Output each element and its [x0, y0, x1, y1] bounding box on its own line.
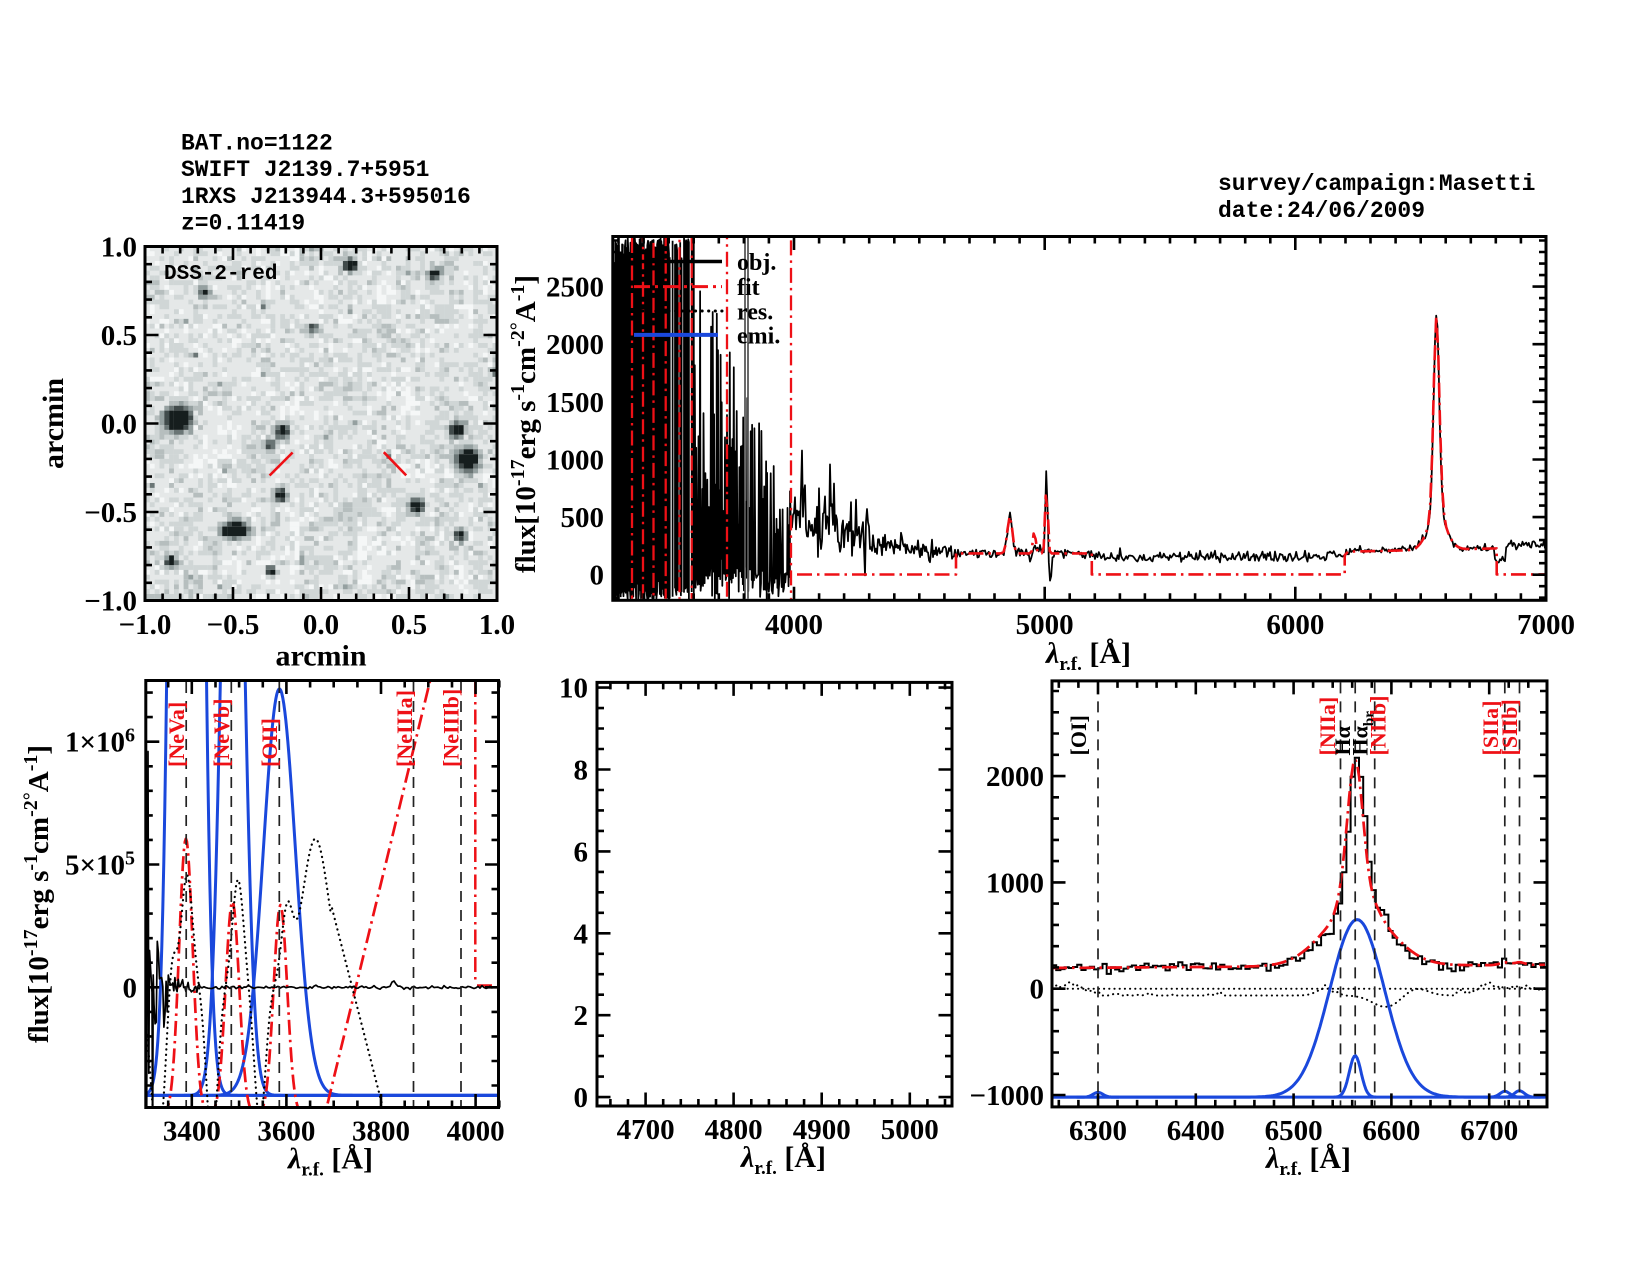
svg-text:6000: 6000 [1266, 609, 1324, 641]
svg-text:fit: fit [737, 275, 760, 301]
svg-text:4000: 4000 [765, 609, 823, 641]
svg-text:0: 0 [123, 972, 138, 1004]
svg-text:λr.f. [Å]: λr.f. [Å] [739, 1141, 826, 1179]
svg-text:4700: 4700 [617, 1114, 675, 1146]
svg-text:5000: 5000 [881, 1114, 939, 1146]
svg-text:6: 6 [574, 836, 589, 868]
svg-text:0: 0 [590, 560, 605, 592]
svg-text:8: 8 [574, 755, 589, 787]
svg-text:DSS-2-red: DSS-2-red [164, 263, 277, 286]
svg-text:4000: 4000 [447, 1116, 505, 1148]
svg-text:500: 500 [561, 502, 605, 534]
svg-text:0.0: 0.0 [101, 409, 137, 441]
svg-text:survey/campaign:Masetti: survey/campaign:Masetti [1218, 171, 1535, 197]
svg-text:2: 2 [574, 1000, 589, 1032]
svg-text:−0.5: −0.5 [84, 497, 137, 529]
svg-text:1000: 1000 [546, 444, 604, 476]
svg-text:2500: 2500 [546, 272, 604, 304]
svg-text:3800: 3800 [352, 1116, 410, 1148]
svg-text:1000: 1000 [986, 867, 1044, 899]
svg-text:2000: 2000 [986, 761, 1044, 793]
svg-text:emi.: emi. [737, 324, 780, 350]
svg-text:[NIIb]: [NIIb] [1366, 696, 1391, 756]
svg-text:[NeIIIb]: [NeIIIb] [439, 689, 464, 767]
svg-text:7000: 7000 [1517, 609, 1575, 641]
svg-text:4800: 4800 [705, 1114, 763, 1146]
svg-text:flux[10-17erg s-1cm-2°A-1]: flux[10-17erg s-1cm-2°A-1] [507, 275, 542, 573]
svg-text:6700: 6700 [1460, 1115, 1518, 1147]
svg-text:6600: 6600 [1362, 1115, 1420, 1147]
svg-text:0: 0 [1030, 974, 1045, 1006]
svg-text:1500: 1500 [546, 387, 604, 419]
svg-text:−1.0: −1.0 [84, 586, 137, 618]
svg-text:[SIIb]: [SIIb] [1497, 699, 1522, 755]
svg-text:λr.f. [Å]: λr.f. [Å] [1044, 637, 1131, 675]
svg-text:z=0.11419: z=0.11419 [181, 211, 305, 237]
svg-text:λr.f. [Å]: λr.f. [Å] [1264, 1142, 1351, 1180]
svg-text:flux[10-17erg s-1cm-2°A-1]: flux[10-17erg s-1cm-2°A-1] [20, 745, 55, 1043]
svg-text:2000: 2000 [546, 329, 604, 361]
svg-text:res.: res. [737, 300, 773, 326]
svg-text:λr.f. [Å]: λr.f. [Å] [286, 1143, 373, 1181]
svg-text:0: 0 [574, 1082, 589, 1114]
svg-text:[SIIa]: [SIIa] [1478, 700, 1503, 755]
svg-text:arcmin: arcmin [275, 640, 366, 673]
svg-text:10: 10 [559, 673, 588, 705]
svg-text:4: 4 [574, 918, 589, 950]
svg-text:4900: 4900 [793, 1114, 851, 1146]
svg-text:6400: 6400 [1167, 1115, 1225, 1147]
svg-text:−1.0: −1.0 [119, 609, 172, 641]
svg-text:1.0: 1.0 [479, 609, 515, 641]
svg-text:Hα: Hα [1330, 725, 1355, 755]
svg-text:[OI]: [OI] [1066, 715, 1091, 755]
svg-text:date:24/06/2009: date:24/06/2009 [1218, 198, 1425, 224]
svg-text:[NeIIIa]: [NeIIIa] [392, 690, 417, 767]
svg-text:arcmin: arcmin [37, 378, 70, 469]
svg-text:5000: 5000 [1016, 609, 1074, 641]
svg-text:6500: 6500 [1265, 1115, 1323, 1147]
svg-text:6300: 6300 [1069, 1115, 1127, 1147]
svg-text:−0.5: −0.5 [207, 609, 260, 641]
svg-text:0.5: 0.5 [391, 609, 427, 641]
svg-text:1×106: 1×106 [65, 725, 135, 759]
svg-text:obj.: obj. [737, 250, 776, 276]
svg-text:−1000: −1000 [969, 1080, 1044, 1112]
svg-text:0.0: 0.0 [303, 609, 339, 641]
svg-text:3400: 3400 [163, 1116, 221, 1148]
svg-text:0.5: 0.5 [101, 320, 137, 352]
svg-text:3600: 3600 [257, 1116, 315, 1148]
svg-text:SWIFT J2139.7+5951: SWIFT J2139.7+5951 [181, 157, 429, 183]
svg-text:1RXS J213944.3+595016: 1RXS J213944.3+595016 [181, 184, 471, 210]
svg-text:5×105: 5×105 [65, 848, 135, 882]
svg-text:[NeVb]: [NeVb] [209, 699, 234, 767]
svg-text:[NIIa]: [NIIa] [1315, 697, 1340, 756]
svg-text:[NeVa]: [NeVa] [164, 702, 189, 767]
svg-text:[OII]: [OII] [257, 718, 282, 767]
svg-text:BAT.no=1122: BAT.no=1122 [181, 131, 333, 157]
svg-text:1.0: 1.0 [101, 232, 137, 264]
